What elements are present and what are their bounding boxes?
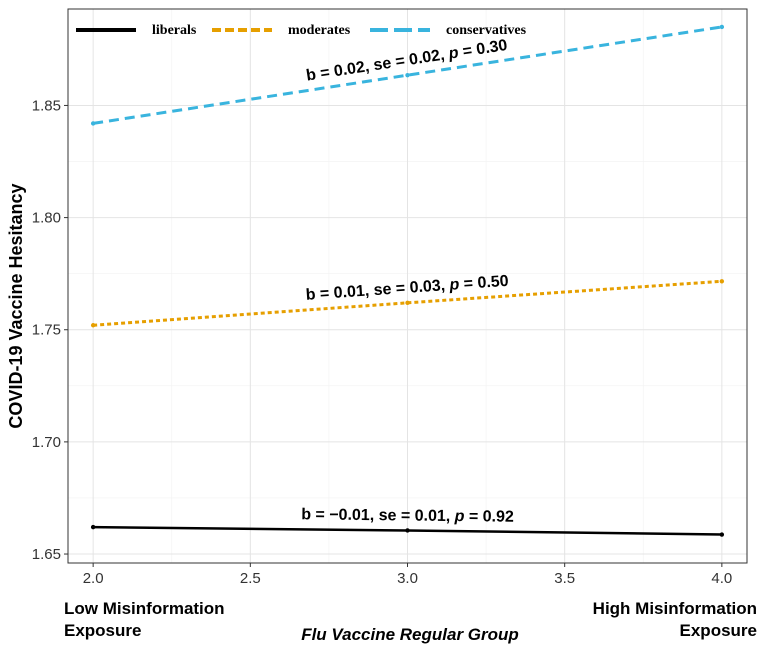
x-axis-title: Flu Vaccine Regular Group	[301, 625, 519, 644]
annotation-part: = 0.30	[457, 37, 508, 61]
data-point-moderates	[719, 279, 725, 284]
x-tick-label: 3.5	[554, 570, 575, 587]
data-point-conservatives	[405, 72, 410, 78]
annotation-conservatives: b = 0.02, se = 0.02, p = 0.30	[305, 37, 509, 85]
y-tick-label: 1.80	[32, 210, 61, 227]
annotation-part: b = 0.02, se = 0.02,	[305, 46, 450, 85]
y-tick-label: 1.85	[32, 97, 61, 114]
data-point-conservatives	[719, 24, 725, 30]
legend: liberals moderates conservatives	[76, 23, 527, 38]
series-moderates	[90, 279, 725, 328]
x-tick-label: 3.0	[397, 570, 418, 587]
annotation-part: p	[454, 508, 465, 525]
legend-label-liberals: liberals	[152, 23, 197, 38]
legend-item-conservatives: conservatives	[370, 23, 527, 38]
annotation-part: = 0.92	[464, 508, 514, 526]
annotation-part: p	[447, 44, 460, 62]
annotation-part: p	[448, 276, 460, 294]
x-extreme-low-line1: Low Misinformation	[64, 599, 225, 618]
legend-label-conservatives: conservatives	[446, 23, 527, 38]
annotation-part: b = −0.01, se = 0.01,	[301, 506, 455, 525]
data-point-liberals	[405, 528, 410, 533]
data-point-liberals	[90, 524, 96, 530]
x-extreme-high-line1: High Misinformation	[593, 599, 757, 618]
legend-label-moderates: moderates	[288, 23, 351, 38]
data-point-liberals	[719, 532, 725, 537]
x-tick-label: 4.0	[711, 570, 732, 587]
annotation-part: b = 0.01, se = 0.03,	[305, 277, 450, 304]
annotation-liberals: b = −0.01, se = 0.01, p = 0.92	[301, 506, 514, 525]
legend-item-liberals: liberals	[76, 23, 197, 38]
series-liberals	[90, 524, 725, 537]
y-axis-title: COVID-19 Vaccine Hesitancy	[6, 183, 26, 428]
grid	[68, 9, 747, 563]
series-line-conservatives	[92, 25, 723, 125]
data-point-conservatives	[90, 121, 96, 126]
data-point-moderates	[405, 300, 410, 306]
legend-item-moderates: moderates	[212, 23, 351, 38]
y-tick-label: 1.65	[32, 546, 61, 563]
x-tick-label: 2.0	[83, 570, 104, 587]
y-tick-label: 1.70	[32, 434, 61, 451]
y-tick-label: 1.75	[32, 322, 61, 339]
x-tick-label: 2.5	[240, 570, 261, 587]
x-extreme-low-line2: Exposure	[64, 621, 141, 640]
data-point-moderates	[90, 323, 96, 328]
series-conservatives	[90, 24, 725, 126]
x-extreme-high-line2: Exposure	[680, 621, 757, 640]
axes: 2.0 2.5 3.0 3.5 4.0 1.65 1.70 1.75 1.80 1.85	[32, 97, 732, 587]
series-layer	[90, 24, 725, 537]
annotation-part: = 0.50	[459, 273, 510, 293]
